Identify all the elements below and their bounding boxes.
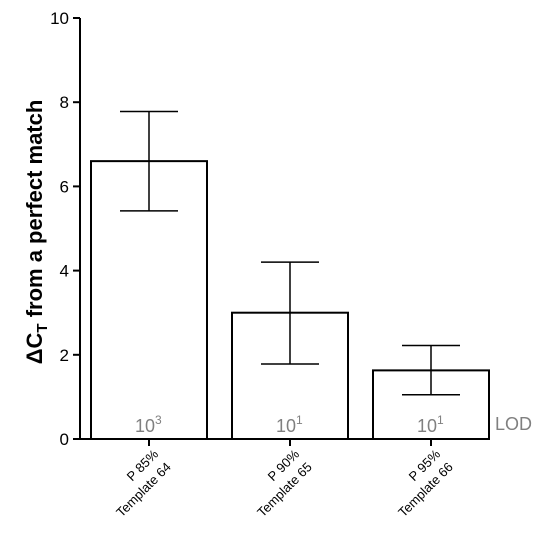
bar-annotation-exponent: 3 — [155, 413, 162, 427]
bar-annotation-base: 10 — [135, 416, 155, 436]
bar-annotation: 103 — [135, 413, 162, 436]
x-tick-label: P 95%Template 66 — [382, 446, 456, 520]
y-tick-label: 2 — [60, 346, 69, 365]
y-tick-label: 4 — [60, 262, 69, 281]
y-tick-label: 6 — [60, 177, 69, 196]
y-axis-label-subscript: T — [34, 323, 51, 332]
bars: 103 101 101 — [90, 110, 490, 441]
x-tick-label: P 90%Template 65 — [241, 446, 315, 520]
x-tick-label: P 85%Template 64 — [100, 446, 174, 520]
y-ticks: 0 2 4 6 8 10 — [50, 9, 80, 449]
y-axis-label-suffix: from a perfect match — [22, 100, 47, 324]
y-tick-label: 0 — [60, 430, 69, 449]
y-tick-label: 8 — [60, 93, 69, 112]
y-tick-label: 10 — [50, 9, 69, 28]
bar-annotation-base: 10 — [417, 416, 437, 436]
y-axis-label: ΔCT from a perfect match — [22, 100, 51, 365]
bar-annotation-exponent: 1 — [437, 413, 444, 427]
x-ticks: P 85%Template 64 P 90%Template 65 P 95%Tem… — [100, 439, 456, 520]
bar-annotation-exponent: 1 — [296, 413, 303, 427]
bar-annotation-base: 10 — [276, 416, 296, 436]
y-axis-label-prefix: ΔC — [22, 332, 47, 364]
lod-label: LOD — [495, 414, 532, 434]
bar-annotation: 101 — [276, 413, 303, 436]
bar-annotation: 101 — [417, 413, 444, 436]
